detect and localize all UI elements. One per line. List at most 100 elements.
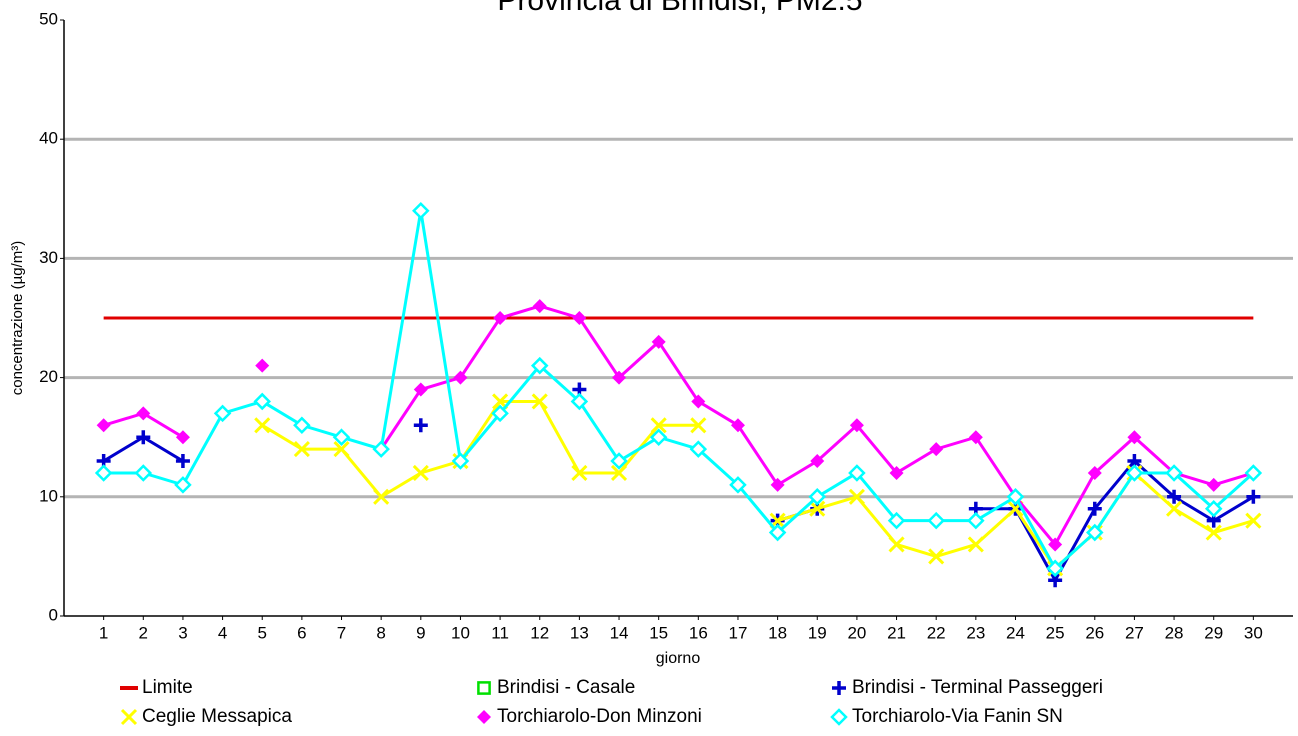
marker — [887, 511, 906, 530]
marker — [136, 406, 151, 421]
x-tick-label: 24 — [1006, 623, 1025, 642]
marker — [412, 201, 430, 220]
marker — [333, 441, 350, 458]
x-tick-label: 10 — [451, 623, 470, 642]
marker — [451, 452, 470, 470]
marker — [1087, 501, 1102, 516]
y-tick-label: 50 — [39, 9, 58, 28]
marker — [1204, 499, 1223, 518]
marker — [610, 464, 628, 482]
marker — [1127, 430, 1142, 445]
marker — [253, 392, 271, 411]
x-tick-label: 18 — [768, 623, 787, 642]
marker — [477, 710, 491, 724]
x-tick-label: 23 — [966, 623, 985, 642]
x-tick-label: 5 — [257, 623, 266, 642]
marker — [928, 548, 945, 565]
marker — [134, 464, 153, 482]
x-tick-label: 4 — [218, 623, 227, 642]
marker — [477, 681, 491, 695]
marker — [136, 430, 151, 445]
marker — [255, 358, 270, 373]
x-tick-label: 6 — [297, 623, 306, 642]
x-tick-label: 22 — [927, 623, 946, 642]
x-tick-label: 8 — [376, 623, 385, 642]
marker — [610, 452, 628, 470]
marker — [175, 430, 190, 445]
y-tick-label: 0 — [49, 605, 58, 624]
marker — [413, 382, 428, 397]
marker — [332, 428, 351, 446]
x-tick-label: 21 — [887, 623, 906, 642]
x-tick-label: 26 — [1085, 623, 1104, 642]
marker — [531, 393, 548, 410]
x-axis-label: giorno — [656, 650, 701, 667]
marker — [808, 488, 827, 506]
marker — [1246, 489, 1261, 504]
marker — [532, 299, 547, 314]
series-line — [103, 210, 1255, 571]
marker — [848, 488, 865, 505]
y-axis-label: concentrazione (µg/m³) — [9, 241, 26, 396]
legend-label: Ceglie Messapica — [142, 706, 292, 727]
marker — [729, 476, 747, 494]
x-tick-label: 15 — [649, 623, 668, 642]
x-tick-label: 9 — [416, 623, 425, 642]
marker — [848, 464, 866, 482]
chart-title: Provincia di Brindisi, PM2.5 — [497, 0, 862, 17]
x-tick-label: 19 — [808, 623, 827, 642]
marker — [650, 417, 667, 434]
marker — [927, 511, 945, 530]
x-tick-label: 17 — [729, 623, 748, 642]
marker — [1006, 488, 1025, 506]
marker — [174, 476, 192, 494]
marker — [649, 428, 668, 446]
x-tick-label: 20 — [847, 623, 866, 642]
marker — [571, 464, 588, 482]
legend-label: Torchiarolo-Via Fanin SN — [852, 706, 1063, 727]
x-tick-label: 3 — [178, 623, 187, 642]
marker — [1167, 489, 1182, 504]
marker — [491, 404, 509, 423]
marker — [1125, 464, 1144, 482]
y-tick-label: 40 — [39, 129, 58, 148]
marker — [293, 416, 311, 435]
marker — [690, 417, 707, 434]
marker — [372, 440, 390, 458]
x-tick-label: 29 — [1204, 623, 1223, 642]
marker — [1206, 477, 1221, 492]
marker — [175, 454, 190, 469]
marker — [1048, 537, 1063, 552]
marker — [849, 418, 864, 433]
x-tick-label: 14 — [610, 623, 629, 642]
marker — [929, 442, 944, 457]
y-tick-label: 10 — [39, 486, 58, 505]
marker — [570, 392, 589, 411]
y-tick-label: 30 — [39, 248, 58, 267]
y-tick-label: 20 — [39, 367, 58, 386]
marker — [213, 404, 232, 423]
x-tick-label: 30 — [1244, 623, 1263, 642]
marker — [651, 334, 666, 349]
marker — [1165, 500, 1183, 517]
marker — [493, 311, 508, 325]
x-tick-label: 13 — [570, 623, 589, 642]
marker — [530, 356, 549, 375]
x-tick-label: 16 — [689, 623, 708, 642]
marker — [373, 488, 390, 505]
marker — [453, 370, 468, 385]
marker — [413, 418, 428, 433]
marker — [1244, 464, 1263, 482]
marker — [689, 440, 708, 458]
marker — [830, 708, 848, 726]
x-tick-label: 25 — [1046, 623, 1065, 642]
marker — [1086, 523, 1104, 542]
legend-label: Brindisi - Casale — [497, 677, 635, 698]
x-tick-label: 2 — [139, 623, 148, 642]
marker — [94, 464, 113, 482]
marker — [1245, 512, 1262, 529]
marker — [809, 500, 826, 517]
marker — [120, 708, 138, 726]
marker — [832, 681, 846, 695]
legend-label: Torchiarolo-Don Minzoni — [497, 706, 702, 727]
